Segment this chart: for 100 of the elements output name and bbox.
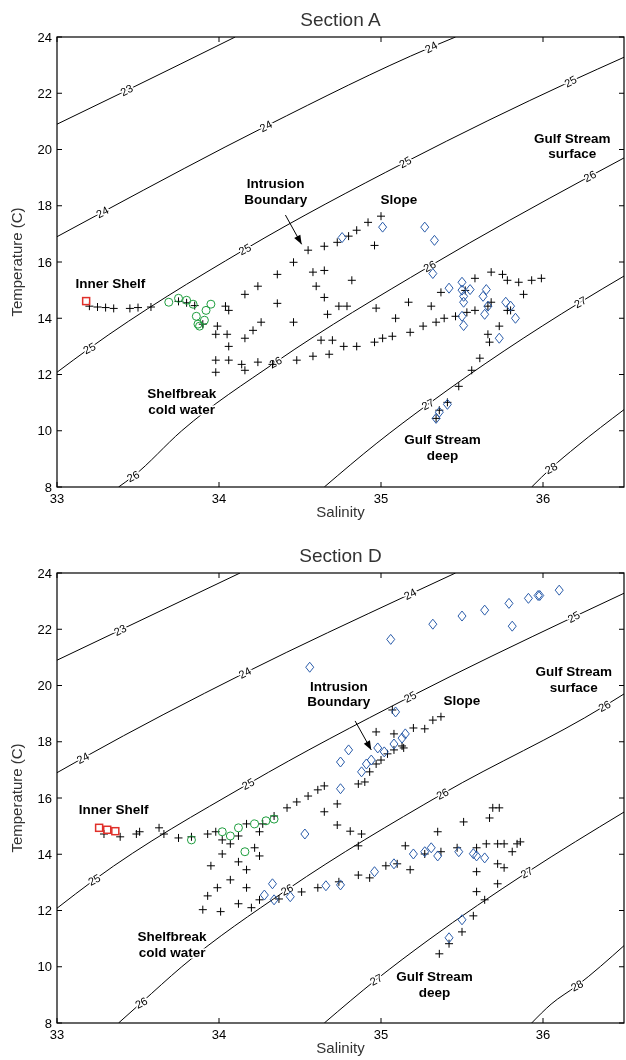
y-tick-label: 10 xyxy=(37,423,52,439)
point xyxy=(400,728,410,740)
point xyxy=(379,746,389,758)
annotation: 26 xyxy=(267,353,284,371)
annotation: 23 xyxy=(111,621,129,639)
point xyxy=(504,597,514,609)
annotation: Gulf Stream surface xyxy=(533,130,611,162)
y-tick-label: 18 xyxy=(37,734,52,750)
annotation: 26 xyxy=(278,881,296,898)
annotation: Inner Shelf xyxy=(75,276,146,292)
point xyxy=(501,296,511,308)
annotation: 27 xyxy=(518,864,535,881)
point xyxy=(389,738,399,750)
point xyxy=(480,308,490,320)
y-tick-label: 10 xyxy=(37,959,52,975)
y-tick-label: 24 xyxy=(37,29,52,45)
point xyxy=(459,320,469,332)
point xyxy=(444,932,454,944)
point xyxy=(454,846,464,858)
annotation: 24 xyxy=(74,749,92,767)
annotation: 28 xyxy=(542,459,560,477)
annotation: 24 xyxy=(401,585,419,603)
point xyxy=(480,852,490,864)
point xyxy=(217,827,227,837)
point xyxy=(111,826,120,836)
x-tick-label: 36 xyxy=(535,491,551,506)
x-tick-label: 35 xyxy=(373,1027,389,1042)
annotation: 25 xyxy=(236,241,254,258)
annotation: 27 xyxy=(571,293,589,311)
point xyxy=(102,825,112,835)
point xyxy=(468,848,478,860)
point xyxy=(300,828,310,840)
point xyxy=(357,766,367,778)
point xyxy=(373,742,383,754)
annotation: 25 xyxy=(562,73,579,90)
point xyxy=(336,783,345,795)
point xyxy=(426,842,436,854)
point xyxy=(506,300,516,312)
y-tick-label: 12 xyxy=(37,367,52,383)
annotation: 26 xyxy=(132,994,150,1011)
annotation: 23 xyxy=(118,81,135,99)
annotation: 24 xyxy=(257,117,275,135)
point xyxy=(191,311,201,321)
y-tick-label: 12 xyxy=(37,903,52,919)
chart-title: Section A xyxy=(300,9,381,30)
y-axis-title: Temperature (C) xyxy=(8,207,25,317)
point xyxy=(480,604,490,616)
x-axis-title: Salinity xyxy=(316,503,366,520)
annotation: 26 xyxy=(421,257,438,275)
point xyxy=(201,305,211,315)
annotation: Gulf Stream deep xyxy=(396,969,473,1000)
point xyxy=(433,850,443,862)
point xyxy=(386,633,396,645)
point xyxy=(233,823,243,833)
annotation: 24 xyxy=(422,38,440,56)
annotation: 25 xyxy=(239,775,257,792)
annotation: Slope xyxy=(380,192,418,208)
annotation: 27 xyxy=(367,971,385,988)
point xyxy=(510,312,520,324)
point xyxy=(366,754,376,766)
point xyxy=(361,758,371,770)
annotation: 25 xyxy=(81,340,98,357)
point xyxy=(267,878,277,890)
point xyxy=(481,284,491,296)
point xyxy=(478,290,488,302)
point xyxy=(94,823,104,833)
point xyxy=(457,310,467,322)
point xyxy=(370,866,380,878)
annotation: Gulf Stream surface xyxy=(535,664,613,695)
point xyxy=(259,889,269,901)
y-tick-label: 22 xyxy=(37,621,52,637)
point xyxy=(420,221,430,233)
x-tick-label: 34 xyxy=(211,1027,227,1042)
annotation: Inner Shelf xyxy=(78,802,150,818)
point xyxy=(164,297,174,307)
annotation: 24 xyxy=(236,664,254,681)
annotation: 26 xyxy=(434,785,451,802)
y-tick-label: 18 xyxy=(37,198,52,214)
annotation: 26 xyxy=(581,167,599,185)
point xyxy=(429,234,439,246)
point xyxy=(397,732,407,744)
annotation: 25 xyxy=(565,608,582,625)
point xyxy=(472,850,482,862)
point xyxy=(336,756,345,768)
point xyxy=(337,232,347,244)
x-axis-title: Salinity xyxy=(316,1039,366,1056)
point xyxy=(554,584,564,596)
y-tick-label: 20 xyxy=(37,142,52,158)
y-tick-label: 8 xyxy=(44,1015,52,1031)
annotation: 26 xyxy=(596,697,613,715)
y-tick-label: 14 xyxy=(37,310,52,326)
point xyxy=(459,296,469,308)
point xyxy=(457,914,467,926)
point xyxy=(457,610,467,622)
x-tick-label: 35 xyxy=(373,491,389,506)
y-axis-title: Temperature (C) xyxy=(8,743,25,853)
point xyxy=(321,880,331,892)
annotation: 26 xyxy=(124,468,142,485)
y-tick-label: 8 xyxy=(44,479,52,495)
point xyxy=(465,284,475,296)
